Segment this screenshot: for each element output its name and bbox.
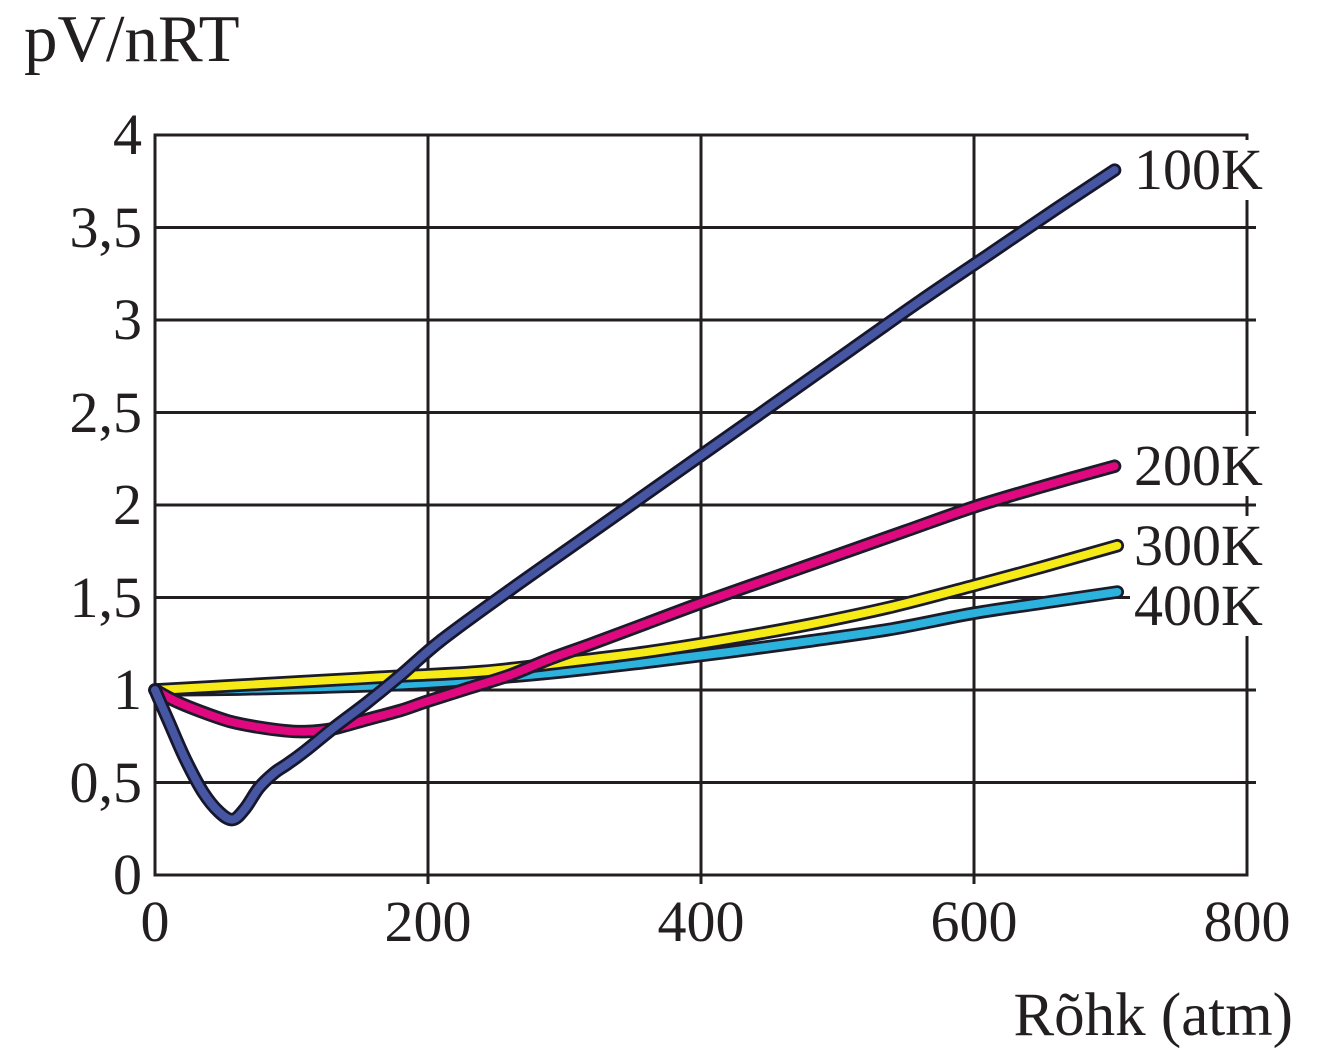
y-tick-label: 2,5 <box>69 379 143 445</box>
curve-label-400K: 400K <box>1130 575 1269 636</box>
plot-border <box>153 133 1249 877</box>
x-tick-label: 0 <box>140 889 170 954</box>
y-tick-label: 3 <box>113 287 142 352</box>
curve-label-100K: 100K <box>1130 140 1269 201</box>
x-tick-label: 400 <box>657 889 745 954</box>
x-tick-label: 200 <box>384 889 472 954</box>
y-axis-title: pV/nRT <box>24 2 240 76</box>
curve-label-300K: 300K <box>1130 515 1269 576</box>
curve-200K <box>151 462 1119 736</box>
y-tick-label: 4 <box>113 102 142 167</box>
y-tick-label: 1 <box>113 657 142 722</box>
y-tick-label: 0,5 <box>69 749 143 815</box>
y-tick-label: 2 <box>113 472 142 537</box>
curve-300K <box>151 541 1122 694</box>
curve-100K <box>151 166 1119 824</box>
x-tick-label: 800 <box>1203 889 1291 954</box>
y-tick-label: 0 <box>113 842 142 907</box>
curve-label-200K: 200K <box>1130 436 1269 497</box>
y-tick-label: 3,5 <box>69 194 143 260</box>
y-tick-label: 1,5 <box>69 564 143 630</box>
x-axis-title: Rõhk (atm) <box>1013 982 1293 1049</box>
x-tick-label: 600 <box>930 889 1018 954</box>
